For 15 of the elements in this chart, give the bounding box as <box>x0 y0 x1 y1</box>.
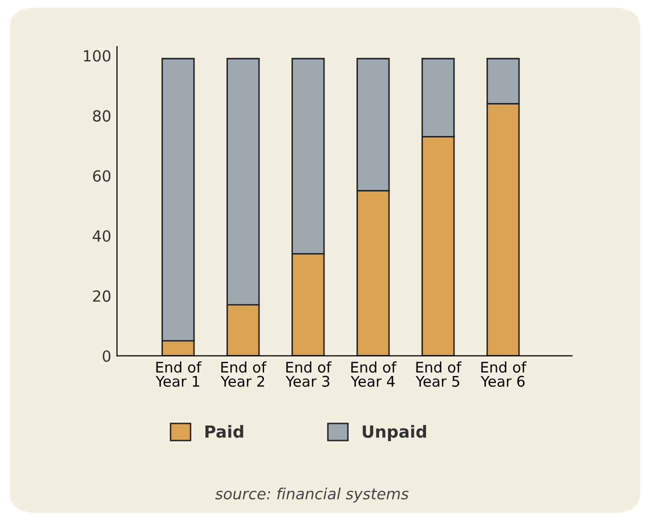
x-tick-label: End of Year 5 <box>416 361 462 387</box>
y-tick-label: 0 <box>102 350 110 362</box>
x-tick-label: End of Year 1 <box>156 361 202 387</box>
legend-label: Paid <box>205 424 244 438</box>
y-tick-label: 60 <box>93 170 110 182</box>
y-tick-label: 20 <box>93 290 110 302</box>
x-tick-label: End of Year 3 <box>286 361 332 387</box>
source-note: source: financial systems <box>215 488 409 502</box>
x-tick-label: End of Year 6 <box>480 361 527 387</box>
y-tick-label: 80 <box>93 110 110 122</box>
y-tick-label: 40 <box>92 230 110 242</box>
legend-label: Unpaid <box>362 424 426 442</box>
x-tick-label: End of Year 2 <box>220 361 267 387</box>
x-tick-label: End of Year 4 <box>350 361 397 387</box>
y-tick-label: 100 <box>84 50 110 62</box>
